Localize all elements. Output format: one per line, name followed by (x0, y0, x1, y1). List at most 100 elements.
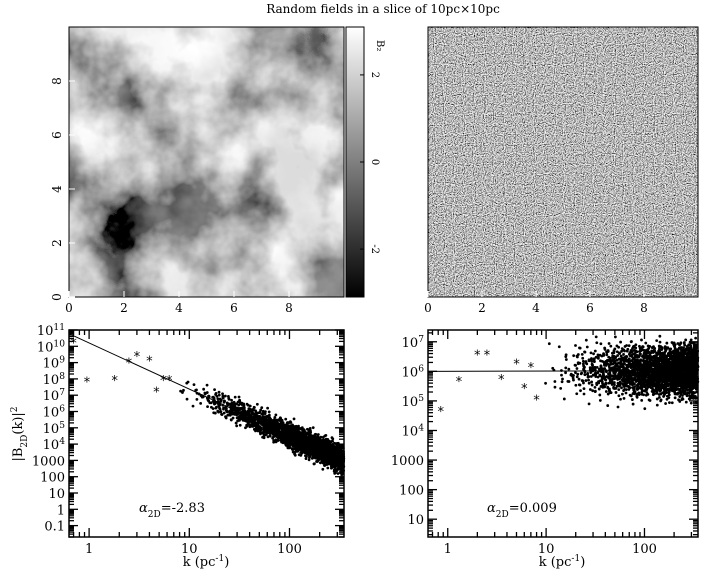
cloud-point (657, 364, 661, 368)
cloud-point (327, 442, 331, 446)
cloud-point (274, 438, 278, 442)
cloud-point (557, 345, 561, 349)
cloud-point (665, 397, 669, 401)
x-tick-label: 6 (586, 301, 594, 315)
cloud-point (639, 358, 643, 362)
cloud-point (244, 426, 247, 430)
cloud-point (266, 406, 270, 410)
cloud-point (236, 407, 239, 411)
cloud-point (235, 413, 238, 417)
cloud-point (311, 426, 315, 430)
y-tick-label: 1011 (37, 323, 65, 339)
cloud-point (316, 456, 320, 460)
cloud-point (627, 361, 631, 365)
cloud-point (233, 406, 237, 410)
cloud-point (320, 450, 323, 454)
cloud-point (336, 472, 340, 475)
x-tick-label: 4 (532, 301, 540, 315)
cloud-point (263, 410, 267, 414)
cloud-point (259, 408, 263, 412)
cloud-point (315, 460, 318, 463)
cloud-point (689, 401, 693, 405)
cloud-point (319, 461, 322, 465)
colorbar-ticks: 20-2 (360, 72, 380, 254)
cloud-point (625, 344, 628, 347)
cloud-point (665, 394, 669, 398)
cloud-point (630, 359, 634, 363)
cloud-point (278, 419, 282, 422)
cloud-point (307, 456, 311, 459)
cloud-point (248, 417, 252, 421)
cloud-point (307, 448, 310, 452)
cloud-point (577, 377, 581, 381)
y-tick-label: 105 (43, 421, 66, 437)
cloud-point (248, 412, 251, 415)
cloud-point (233, 412, 236, 416)
power-spectrum-panel-left: ** ** * **** 1 10 100101110101091081071061051… (10, 323, 346, 570)
cloud-point (295, 440, 298, 443)
cloud-point (624, 391, 628, 395)
cloud-point (279, 423, 283, 427)
cloud-point (331, 443, 335, 447)
cloud-point (317, 438, 320, 441)
cloud-point (287, 427, 290, 431)
cloud-point (595, 366, 599, 369)
cloud-point (622, 396, 626, 400)
cloud-point (578, 383, 582, 387)
cloud-point (574, 371, 577, 375)
cloud-point (684, 400, 688, 404)
cloud-point (593, 365, 597, 369)
cloud-point (333, 468, 336, 472)
cloud-point (300, 433, 303, 437)
x-tick-label: 0 (65, 301, 73, 315)
cloud-point (654, 386, 658, 390)
cloud-point (613, 335, 617, 339)
cloud-point (305, 433, 309, 436)
cloud-point (288, 443, 292, 447)
cloud-point (271, 436, 275, 440)
cloud-point (273, 434, 277, 438)
y-tick-label: 104 (43, 437, 66, 453)
cloud-point (673, 396, 677, 400)
scatter-cloud-left (179, 380, 346, 477)
cloud-point (296, 429, 299, 433)
axes-left: 1 10 1001011101010910810710610510410001001… (32, 323, 344, 557)
cloud-point (687, 391, 691, 395)
cloud-point (207, 394, 210, 398)
cloud-point (313, 433, 317, 436)
cloud-point (253, 415, 257, 419)
cloud-point (304, 457, 308, 461)
cloud-point (215, 394, 219, 398)
cloud-point (619, 397, 622, 401)
cloud-point (593, 389, 597, 393)
cloud-point (215, 405, 218, 409)
cloud-point (651, 355, 655, 359)
cloud-point (279, 436, 283, 440)
cloud-point (181, 391, 184, 394)
cloud-point (324, 444, 328, 447)
cloud-point (294, 444, 297, 448)
cloud-point (669, 347, 673, 351)
cloud-point (217, 390, 221, 394)
cloud-point (591, 367, 595, 371)
cloud-point (604, 390, 608, 393)
cloud-point (587, 381, 591, 385)
cloud-point (620, 349, 623, 353)
cloud-point (315, 442, 319, 446)
heatmap-frame-right (427, 26, 699, 298)
cloud-point (308, 427, 312, 431)
cloud-point (553, 380, 557, 383)
cloud-point (216, 397, 220, 401)
cloud-point (310, 456, 314, 460)
colorbar-label: B₂ (374, 40, 385, 51)
cloud-point (323, 464, 326, 467)
y-tick-label: 109 (43, 356, 66, 372)
y-tick-label: 1010 (37, 339, 65, 355)
cloud-point (225, 402, 229, 406)
cloud-point (575, 354, 579, 358)
cloud-point (329, 461, 333, 465)
cloud-point (199, 401, 203, 405)
cloud-point (605, 360, 609, 363)
heatmap-image-noise (428, 27, 698, 297)
